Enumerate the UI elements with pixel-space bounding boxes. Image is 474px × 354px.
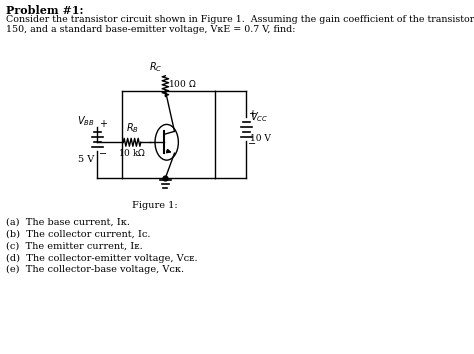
Text: 100 $\Omega$: 100 $\Omega$ — [168, 78, 197, 89]
Text: (d)  The collector-emitter voltage, Vᴄᴇ.: (d) The collector-emitter voltage, Vᴄᴇ. — [6, 253, 198, 263]
Text: Problem #1:: Problem #1: — [6, 5, 83, 16]
Text: 10 k$\Omega$: 10 k$\Omega$ — [118, 147, 146, 158]
Text: (e)  The collector-base voltage, Vᴄᴋ.: (e) The collector-base voltage, Vᴄᴋ. — [6, 265, 184, 274]
Text: Figure 1:: Figure 1: — [132, 201, 178, 210]
Text: 10 V: 10 V — [250, 134, 271, 143]
Text: +: + — [248, 109, 256, 120]
Text: +: + — [99, 119, 107, 130]
Text: (c)  The emitter current, Iᴇ.: (c) The emitter current, Iᴇ. — [6, 241, 143, 251]
Text: 5 V: 5 V — [78, 155, 94, 164]
Text: Consider the transistor circuit shown in Figure 1.  Assuming the gain coefficien: Consider the transistor circuit shown in… — [6, 15, 474, 24]
Text: 150, and a standard base-emitter voltage, VᴋE = 0.7 V, find:: 150, and a standard base-emitter voltage… — [6, 25, 295, 34]
Text: $R_C$: $R_C$ — [149, 60, 162, 74]
Text: $V_{CC}$: $V_{CC}$ — [250, 110, 268, 124]
Text: $V_{BB}$: $V_{BB}$ — [76, 115, 94, 129]
Text: $R_B$: $R_B$ — [126, 121, 138, 135]
Text: −: − — [248, 139, 256, 149]
Text: −: − — [99, 149, 108, 159]
Text: (a)  The base current, Iᴋ.: (a) The base current, Iᴋ. — [6, 218, 130, 227]
Text: (b)  The collector current, Iᴄ.: (b) The collector current, Iᴄ. — [6, 230, 150, 239]
